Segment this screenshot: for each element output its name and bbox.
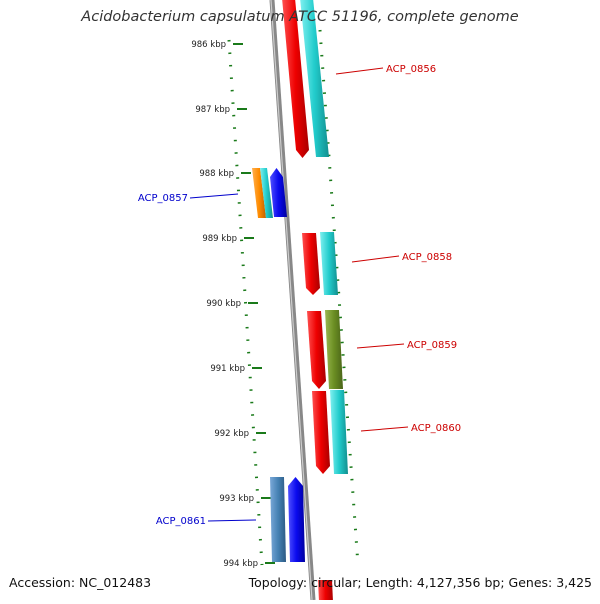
gene-arrow-red [312,391,330,474]
figure-title: Acidobacterium capsulatum ATCC 51196, co… [81,9,519,25]
gene-label[interactable]: ACP_0860 [411,423,461,434]
gene-bar-steelblue [270,477,286,562]
gene-bar-cyan [320,232,338,295]
ruler-tick-label: 994 kbp [223,559,258,569]
ruler-tick-label: 992 kbp [214,429,249,439]
gene-bar-red-offpage [318,580,333,602]
ruler-tick-label: 987 kbp [195,105,230,115]
gene-labels: ACP_0856 ACP_0857 ACP_0858 ACP_0859 ACP_0860… [138,64,461,527]
gene-bar-olive [325,310,343,389]
ruler-tick-label: 990 kbp [206,299,241,309]
gene-bar-orange [252,168,266,218]
ruler-tick-label: 993 kbp [219,494,254,504]
gene-arrow-red [307,311,326,389]
ruler-tick-label: 988 kbp [199,169,234,179]
gene-label[interactable]: ACP_0856 [386,64,436,75]
gene-bar-cyan [330,390,348,474]
topology-summary: Topology: circular; Length: 4,127,356 bp… [248,575,592,590]
gene-label[interactable]: ACP_0859 [407,340,457,351]
genome-backbone-highlight [270,0,313,601]
ruler-tick-label: 991 kbp [210,364,245,374]
gene-leader-line [335,67,384,75]
gene-arrow-red [302,233,320,295]
gene-leader-line [356,343,405,349]
gene-bar-cyan [260,168,273,218]
gene-leader-line [360,426,409,432]
gene-label[interactable]: ACP_0858 [402,252,452,263]
gene-arrow-blue [270,168,287,217]
gene-arrow-blue [288,477,305,562]
gene-label[interactable]: ACP_0861 [156,516,206,527]
gene-leader-line [351,255,400,263]
gene-leader-line [207,519,257,522]
ruler-guide-left [227,39,264,566]
kbp-ruler: 986 kbp 987 kbp 988 kbp 989 kbp 990 kbp 991 k… [191,29,360,569]
ruler-guide-right [318,29,360,566]
genome-backbone [269,0,316,601]
gene-bar-cyan [300,0,329,157]
gene-arrow-red [282,0,309,158]
ruler-tick-label: 989 kbp [202,234,237,244]
ruler-tick-label: 986 kbp [191,40,226,50]
gene-label[interactable]: ACP_0857 [138,193,188,204]
gene-track [252,0,348,602]
gene-leader-line [189,193,239,199]
accession-text: Accession: NC_012483 [9,575,152,590]
